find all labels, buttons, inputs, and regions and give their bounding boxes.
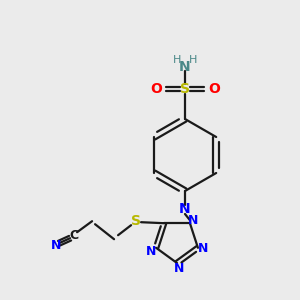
Text: C: C xyxy=(70,229,79,242)
Text: N: N xyxy=(179,60,191,74)
Text: N: N xyxy=(198,242,208,255)
Text: S: S xyxy=(180,82,190,96)
Text: H: H xyxy=(189,55,197,65)
Text: N: N xyxy=(146,245,156,258)
Text: O: O xyxy=(208,82,220,96)
Text: S: S xyxy=(131,214,141,228)
Text: H: H xyxy=(173,55,181,65)
Text: O: O xyxy=(150,82,162,96)
Text: N: N xyxy=(51,239,61,252)
Text: N: N xyxy=(174,262,184,275)
Text: N: N xyxy=(188,214,198,227)
Text: N: N xyxy=(179,202,191,216)
